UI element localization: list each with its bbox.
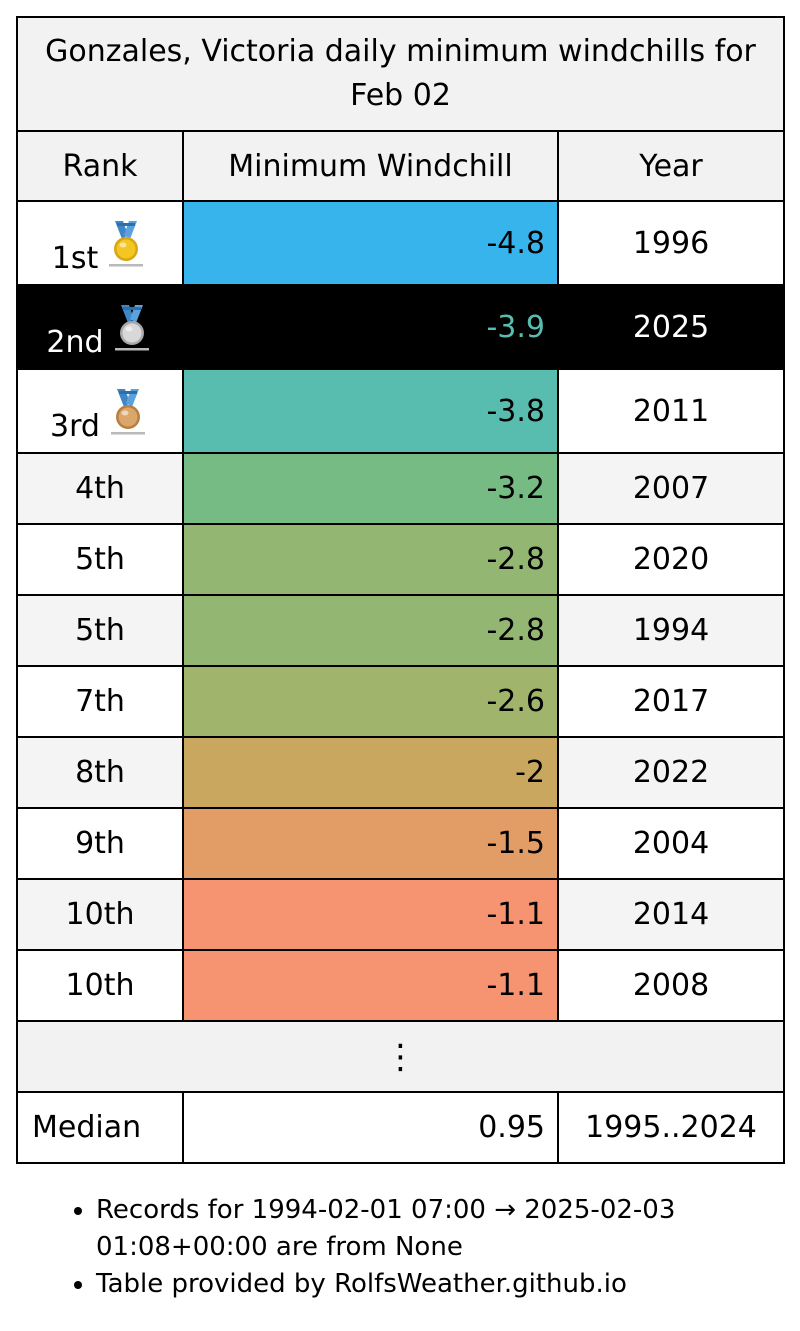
table-row: 2nd -3.9 2025 [16, 284, 786, 370]
gold-medal-icon [109, 221, 144, 267]
year-cell: 1996 [556, 200, 786, 286]
rank-cell: 7th [16, 665, 184, 738]
note-provider: Table provided by RolfsWeather.github.io [96, 1266, 716, 1303]
table-row: 8th -2 2022 [16, 736, 786, 809]
windchill-value-cell: -2.8 [182, 523, 559, 596]
windchill-value-cell: -1.5 [182, 807, 559, 880]
rank-cell: 3rd [16, 368, 184, 454]
windchill-value-cell: -1.1 [182, 878, 559, 951]
silver-medal-icon [114, 305, 149, 351]
year-cell: 1994 [556, 594, 786, 667]
table-row: 3rd -3.8 2011 [16, 368, 786, 454]
rank-cell: 10th [16, 878, 184, 951]
rank-cell: 5th [16, 594, 184, 667]
rank-cell: 4th [16, 452, 184, 525]
note-source: Records for 1994-02-01 07:00 → 2025-02-0… [96, 1192, 716, 1266]
windchill-value-cell: -3.8 [182, 368, 559, 454]
table-row: 5th -2.8 1994 [16, 594, 786, 667]
year-cell: 2004 [556, 807, 786, 880]
table-row: 5th -2.8 2020 [16, 523, 786, 596]
windchill-value-cell: -2.8 [182, 594, 559, 667]
rank-label: 2nd [46, 325, 104, 360]
median-value: 0.95 [182, 1091, 559, 1164]
bronze-medal-icon [110, 389, 145, 435]
year-cell: 2007 [556, 452, 786, 525]
windchill-value-cell: -3.2 [182, 452, 559, 525]
year-cell: 2011 [556, 368, 786, 454]
year-cell: 2020 [556, 523, 786, 596]
rank-label: 1st [51, 241, 99, 276]
notes-list: Records for 1994-02-01 07:00 → 2025-02-0… [56, 1192, 716, 1303]
year-cell: 2022 [556, 736, 786, 809]
table-row: 10th -1.1 2014 [16, 878, 786, 951]
year-cell: 2025 [556, 284, 786, 370]
windchill-records-table: Gonzales, Victoria daily minimum windchi… [15, 16, 786, 1164]
year-cell: 2017 [556, 665, 786, 738]
rank-cell: 9th [16, 807, 184, 880]
rank-cell: 1st [16, 200, 184, 286]
table-title: Gonzales, Victoria daily minimum windchi… [15, 16, 786, 132]
windchill-value-cell: -2.6 [182, 665, 559, 738]
windchill-value-cell: -1.1 [182, 949, 559, 1022]
year-cell: 2008 [556, 949, 786, 1022]
year-column-header: Year [556, 130, 786, 202]
more-rows-ellipsis: ⋮ [15, 1020, 786, 1093]
windchill-value-cell: -4.8 [182, 200, 559, 286]
windchill-column-header: Minimum Windchill [182, 130, 559, 202]
rank-cell: 5th [16, 523, 184, 596]
rank-column-header: Rank [16, 130, 184, 202]
table-row: 4th -3.2 2007 [16, 452, 786, 525]
table-row: 7th -2.6 2017 [16, 665, 786, 738]
table-row: 9th -1.5 2004 [16, 807, 786, 880]
rank-cell: 8th [16, 736, 184, 809]
rank-cell: 2nd [16, 284, 184, 370]
rank-cell: 10th [16, 949, 184, 1022]
year-cell: 2014 [556, 878, 786, 951]
median-row: Median 0.95 1995..2024 [16, 1091, 786, 1164]
windchill-value-cell: -2 [182, 736, 559, 809]
median-years: 1995..2024 [556, 1091, 786, 1164]
table-row: 10th -1.1 2008 [16, 949, 786, 1022]
table-row: 1st -4.8 1996 [16, 200, 786, 286]
median-label: Median [16, 1091, 184, 1164]
rank-label: 3rd [50, 409, 100, 444]
header-row: Rank Minimum Windchill Year [16, 130, 786, 202]
windchill-value-cell: -3.9 [182, 284, 559, 370]
